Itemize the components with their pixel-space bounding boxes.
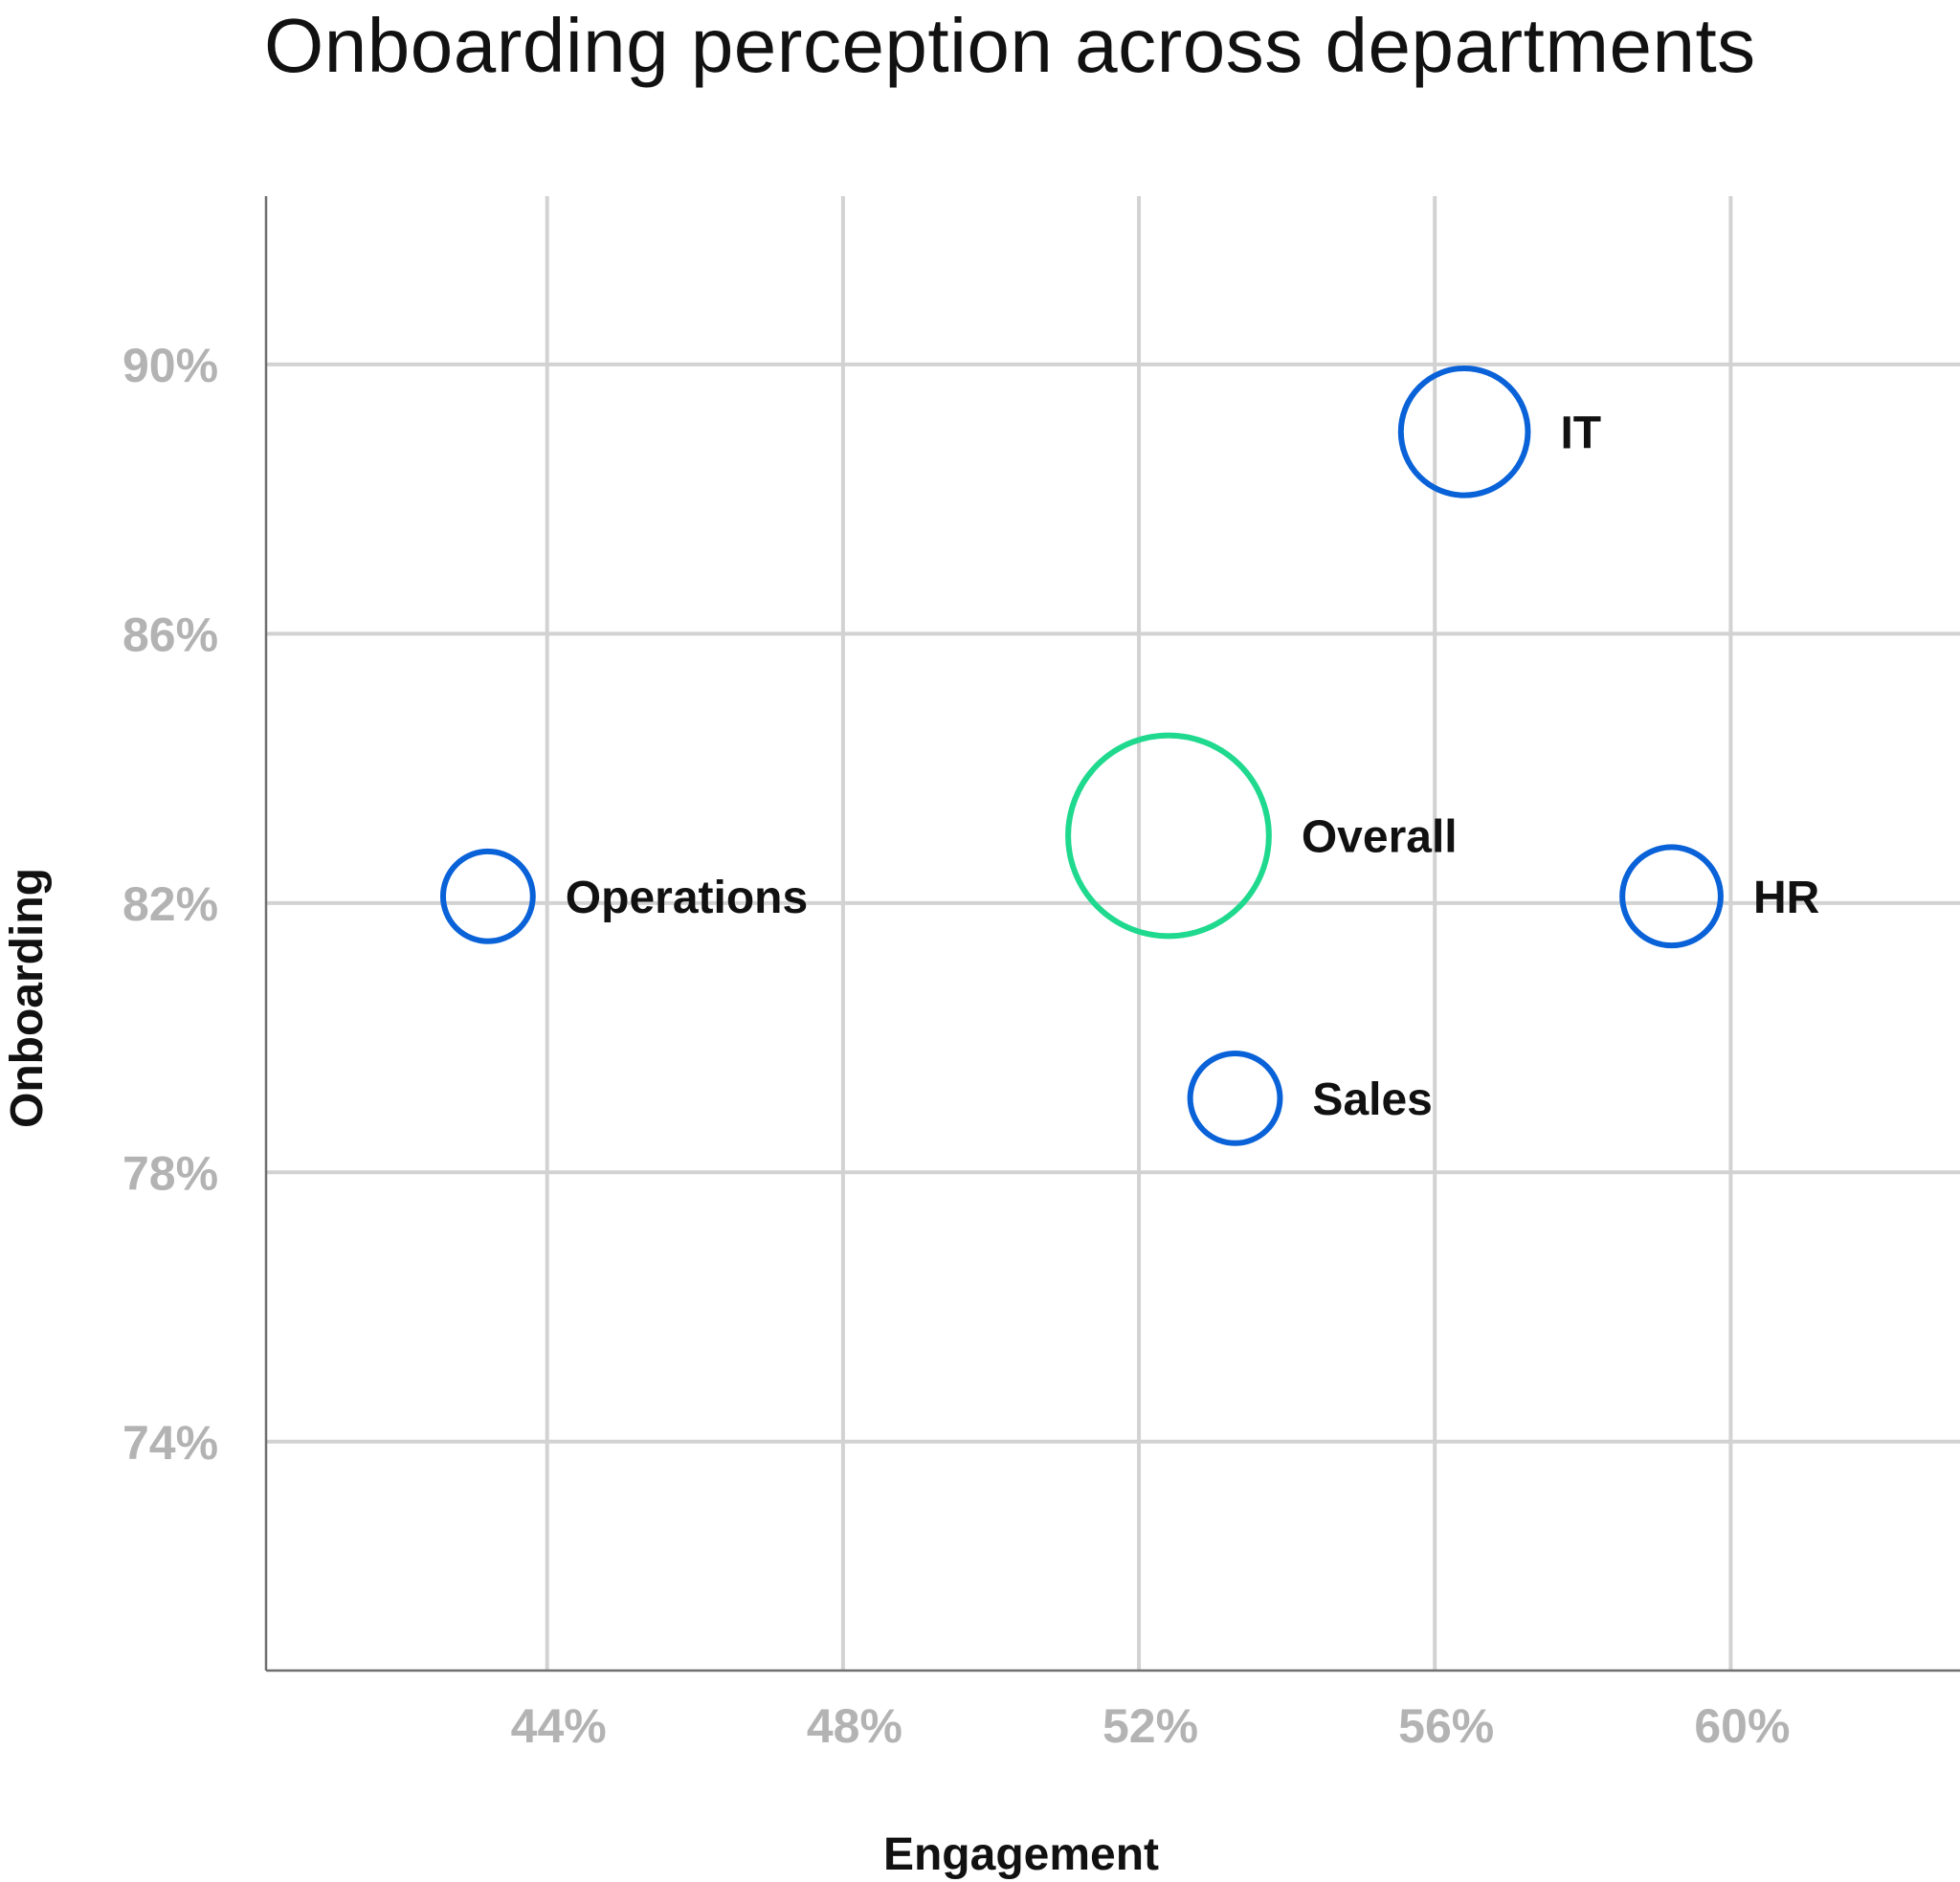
x-tick-label: 48% <box>807 1699 902 1753</box>
x-tick-label: 44% <box>511 1699 607 1753</box>
chart-title: Onboarding perception across departments <box>264 3 1756 88</box>
y-tick-label: 90% <box>122 339 218 392</box>
bubble-label-overall: Overall <box>1302 811 1458 862</box>
tick-labels: 44% 48% 52% 56% 60% 74% 78% 82% 86% 90% <box>122 339 1790 1753</box>
x-axis-title: Engagement <box>883 1829 1159 1880</box>
x-tick-label: 52% <box>1102 1699 1198 1753</box>
bubble-label-it: IT <box>1560 408 1601 458</box>
data-points: Operations Overall Sales IT HR <box>439 365 1819 1146</box>
bubble-label-sales: Sales <box>1312 1074 1432 1125</box>
bubble-overall <box>1065 732 1272 940</box>
bubble-operations <box>439 848 536 944</box>
x-tick-label: 56% <box>1398 1699 1494 1753</box>
y-axis-title: Onboarding <box>2 868 53 1128</box>
axis-layer <box>264 196 1960 1672</box>
bubble-label-hr: HR <box>1753 873 1819 923</box>
y-tick-label: 86% <box>122 608 218 661</box>
y-tick-label: 82% <box>122 877 218 931</box>
x-tick-label: 60% <box>1694 1699 1790 1753</box>
bubble-hr <box>1619 844 1724 949</box>
bubble-sales <box>1187 1050 1283 1146</box>
bubble-it <box>1397 365 1531 498</box>
y-tick-label: 78% <box>122 1146 218 1200</box>
bubble-label-operations: Operations <box>566 873 808 923</box>
y-tick-label: 74% <box>122 1416 218 1470</box>
